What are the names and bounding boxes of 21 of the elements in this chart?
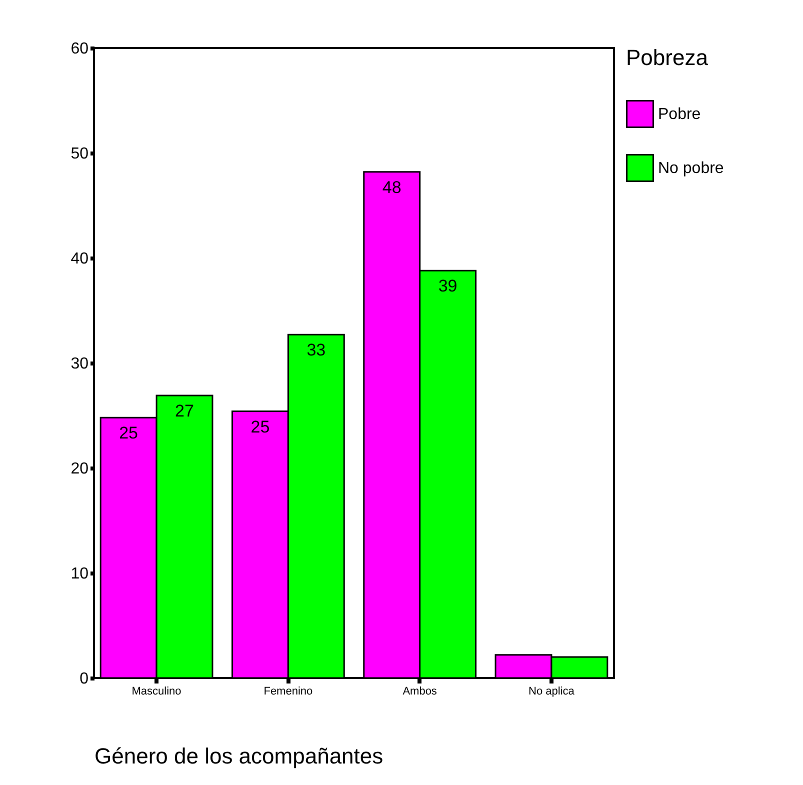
y-tick-label: 10 [70,566,89,582]
y-tick-label: 60 [70,40,89,58]
x-tick-label: Femenino [264,686,313,698]
data-label: 48 [382,178,402,197]
x-tick-label: Ambos [402,686,438,698]
data-label: 25 [250,417,270,436]
y-tick-label: 40 [70,250,89,268]
y-tick-label: 30 [70,356,89,372]
legend-label: No pobre [658,160,724,177]
data-label: 27 [175,402,194,421]
data-label: 25 [119,424,138,443]
x-axis-title: Género de los acompañantes [94,744,384,768]
legend-label: Pobre [658,106,701,123]
x-tick-label: No aplica [528,686,576,698]
y-tick-label: 50 [70,146,89,162]
x-tick-label: Masculino [132,686,182,698]
legend-title: Pobreza [626,45,709,70]
data-label: 39 [438,276,458,296]
y-tick-label: 0 [80,670,89,688]
data-label: 33 [306,340,326,360]
y-tick-label: 20 [70,460,89,478]
